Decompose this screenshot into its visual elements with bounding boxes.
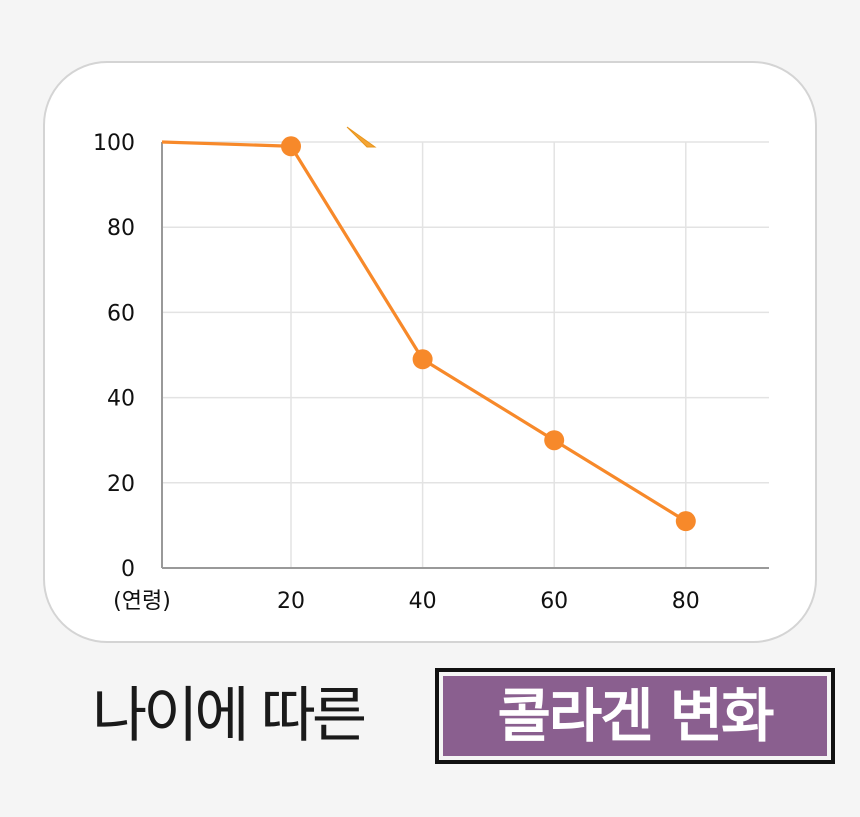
- x-unit-label: (연령): [113, 589, 171, 614]
- x-tick-label-80: 80: [672, 589, 700, 614]
- y-tick-label-60: 60: [107, 301, 135, 326]
- data-point-20: [281, 136, 301, 157]
- caption-highlight-background: 콜라겐 변화: [443, 676, 827, 756]
- data-point-40: [412, 349, 433, 370]
- data-point-60: [544, 430, 565, 451]
- caption: 나이에 따른: [92, 668, 367, 764]
- y-tick-label-80: 80: [107, 216, 135, 241]
- y-tick-label-100: 100: [93, 131, 135, 156]
- caption-highlight-text: 콜라겐 변화: [497, 682, 775, 750]
- x-tick-label-40: 40: [409, 589, 437, 614]
- y-tick-label-20: 20: [107, 472, 135, 497]
- x-tick-label-20: 20: [277, 589, 305, 614]
- caption-plain-text: 나이에 따른: [92, 681, 367, 751]
- chart-card: 0 20 40 60 80 100 20 40 60 80 (연령): [43, 61, 817, 643]
- data-line: [161, 140, 687, 523]
- data-point-80: [675, 511, 696, 532]
- caption-highlight-box: 콜라겐 변화: [435, 668, 835, 764]
- x-tick-label-60: 60: [540, 589, 568, 614]
- y-tick-label-40: 40: [107, 387, 135, 412]
- collagen-line-chart: 0 20 40 60 80 100 20 40 60 80 (연령): [93, 126, 769, 614]
- decorative-stroke-mark: [346, 126, 377, 148]
- y-tick-label-0: 0: [121, 557, 135, 582]
